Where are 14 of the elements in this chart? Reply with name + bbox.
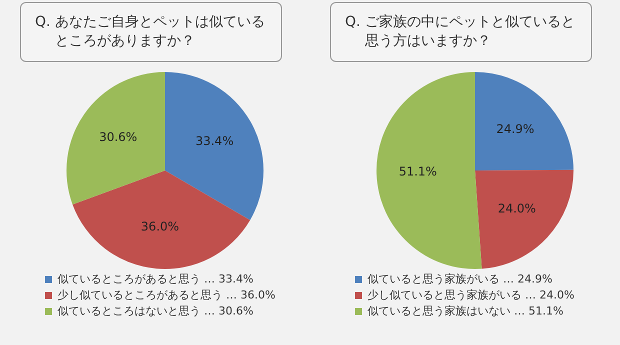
data-label: 33.4%: [195, 134, 234, 148]
legend-label: 似ているところがあると思う … 33.4%: [58, 272, 254, 286]
chart-title: Q. あなたご自身とペットは似ているところがありますか？: [35, 13, 266, 51]
legend-label: 似ていると思う家族がいる … 24.9%: [368, 272, 552, 286]
legend-label: 似ていると思う家族はいない … 51.1%: [368, 304, 564, 318]
chart-title: Q. ご家族の中にペットと似ていると思う方はいますか？: [345, 13, 576, 51]
legend-label: 少し似ていると思う家族がいる … 24.0%: [368, 288, 574, 302]
data-label: 36.0%: [140, 220, 180, 234]
legend-label: 少し似ているところがあると思う … 36.0%: [58, 288, 276, 302]
data-label: 30.6%: [99, 130, 138, 144]
data-label: 24.9%: [496, 122, 534, 136]
data-label: 51.1%: [398, 164, 437, 179]
legend-label: 似ているところはないと思う … 30.6%: [58, 304, 254, 318]
data-label: 24.0%: [498, 201, 536, 216]
